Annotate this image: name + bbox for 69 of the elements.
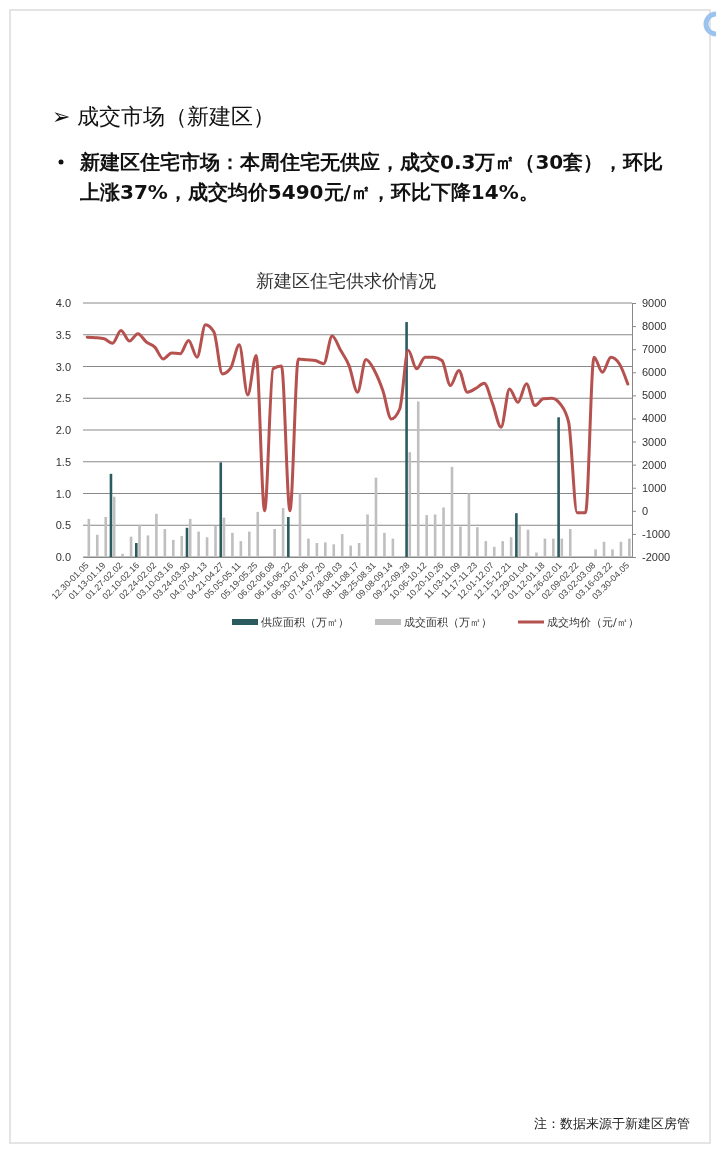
bar bbox=[594, 549, 597, 557]
y2-tick-label: 2000 bbox=[642, 458, 667, 471]
y-tick-label: 1.5 bbox=[55, 455, 71, 468]
y-tick-label: 0.0 bbox=[55, 551, 71, 564]
y-tick-label: 2.5 bbox=[55, 392, 71, 405]
y-tick-label: 3.5 bbox=[55, 328, 71, 341]
bar bbox=[332, 544, 336, 557]
y-tick-label: 1.0 bbox=[55, 487, 71, 500]
y-tick-label: 4.0 bbox=[55, 297, 71, 310]
text: ➢ 成交市场（新建区） bbox=[52, 104, 276, 129]
bar bbox=[180, 536, 184, 557]
y2-tick-label: 9000 bbox=[642, 297, 667, 310]
bar bbox=[273, 529, 276, 557]
bar bbox=[366, 514, 369, 557]
bar bbox=[442, 507, 445, 557]
bar bbox=[405, 322, 408, 557]
bar bbox=[611, 549, 614, 557]
y2-tick-label: 4000 bbox=[642, 412, 667, 425]
y-tick-label: 3.0 bbox=[55, 360, 71, 373]
bar bbox=[628, 538, 631, 557]
y2-tick-label: 8000 bbox=[642, 320, 667, 333]
bar bbox=[135, 543, 138, 557]
bar bbox=[492, 546, 496, 557]
bar bbox=[231, 532, 234, 557]
y2-tick-label: 3000 bbox=[642, 435, 667, 448]
bar bbox=[552, 538, 555, 557]
y-tick-label: 0.5 bbox=[55, 519, 71, 532]
bar bbox=[535, 552, 538, 557]
bar bbox=[340, 534, 344, 557]
bar bbox=[214, 525, 217, 557]
bar bbox=[219, 462, 223, 557]
text: 注：数据来源于新建区房管 bbox=[534, 1116, 690, 1131]
bar bbox=[197, 531, 200, 557]
chart-title: 新建区住宅供求价情况 bbox=[255, 270, 436, 291]
y2-tick-label: -1000 bbox=[642, 527, 671, 540]
y2-tick-label: 1000 bbox=[642, 481, 667, 494]
bar bbox=[287, 517, 290, 557]
bar bbox=[138, 525, 141, 557]
bar bbox=[515, 513, 518, 557]
text: 新建区住宅市场：本周住宅无供应，成交0.3万㎡（30套），环比上涨37%，成交均价5490元/㎡，环比下降14%。 bbox=[79, 150, 664, 204]
bar bbox=[349, 545, 352, 557]
bar bbox=[501, 541, 504, 557]
bar bbox=[416, 401, 420, 557]
y-tick-label: 2.0 bbox=[55, 424, 71, 437]
bar bbox=[568, 529, 572, 557]
bar bbox=[256, 511, 260, 557]
y2-tick-label: 5000 bbox=[642, 389, 667, 402]
bar bbox=[104, 517, 108, 557]
legend-label: 供应面积（万㎡） bbox=[261, 616, 349, 629]
bar bbox=[95, 534, 99, 557]
bar bbox=[557, 417, 560, 557]
bar bbox=[518, 525, 521, 557]
y2-tick-label: 6000 bbox=[642, 366, 667, 379]
y2-tick-label: -2000 bbox=[642, 551, 671, 564]
legend-label: 成交面积（万㎡） bbox=[404, 616, 492, 629]
bar bbox=[476, 527, 479, 557]
legend-label: 成交均价（元/㎡） bbox=[547, 616, 639, 629]
bar bbox=[425, 515, 428, 557]
bar bbox=[307, 538, 310, 557]
y2-tick-label: 0 bbox=[642, 504, 649, 517]
bar bbox=[171, 539, 175, 557]
bar bbox=[383, 532, 386, 557]
bar bbox=[248, 531, 251, 557]
bar bbox=[155, 513, 158, 557]
bar bbox=[484, 541, 488, 557]
bar bbox=[459, 526, 462, 557]
bar bbox=[324, 542, 327, 557]
bar bbox=[408, 452, 412, 557]
y2-tick-label: 7000 bbox=[642, 343, 667, 356]
